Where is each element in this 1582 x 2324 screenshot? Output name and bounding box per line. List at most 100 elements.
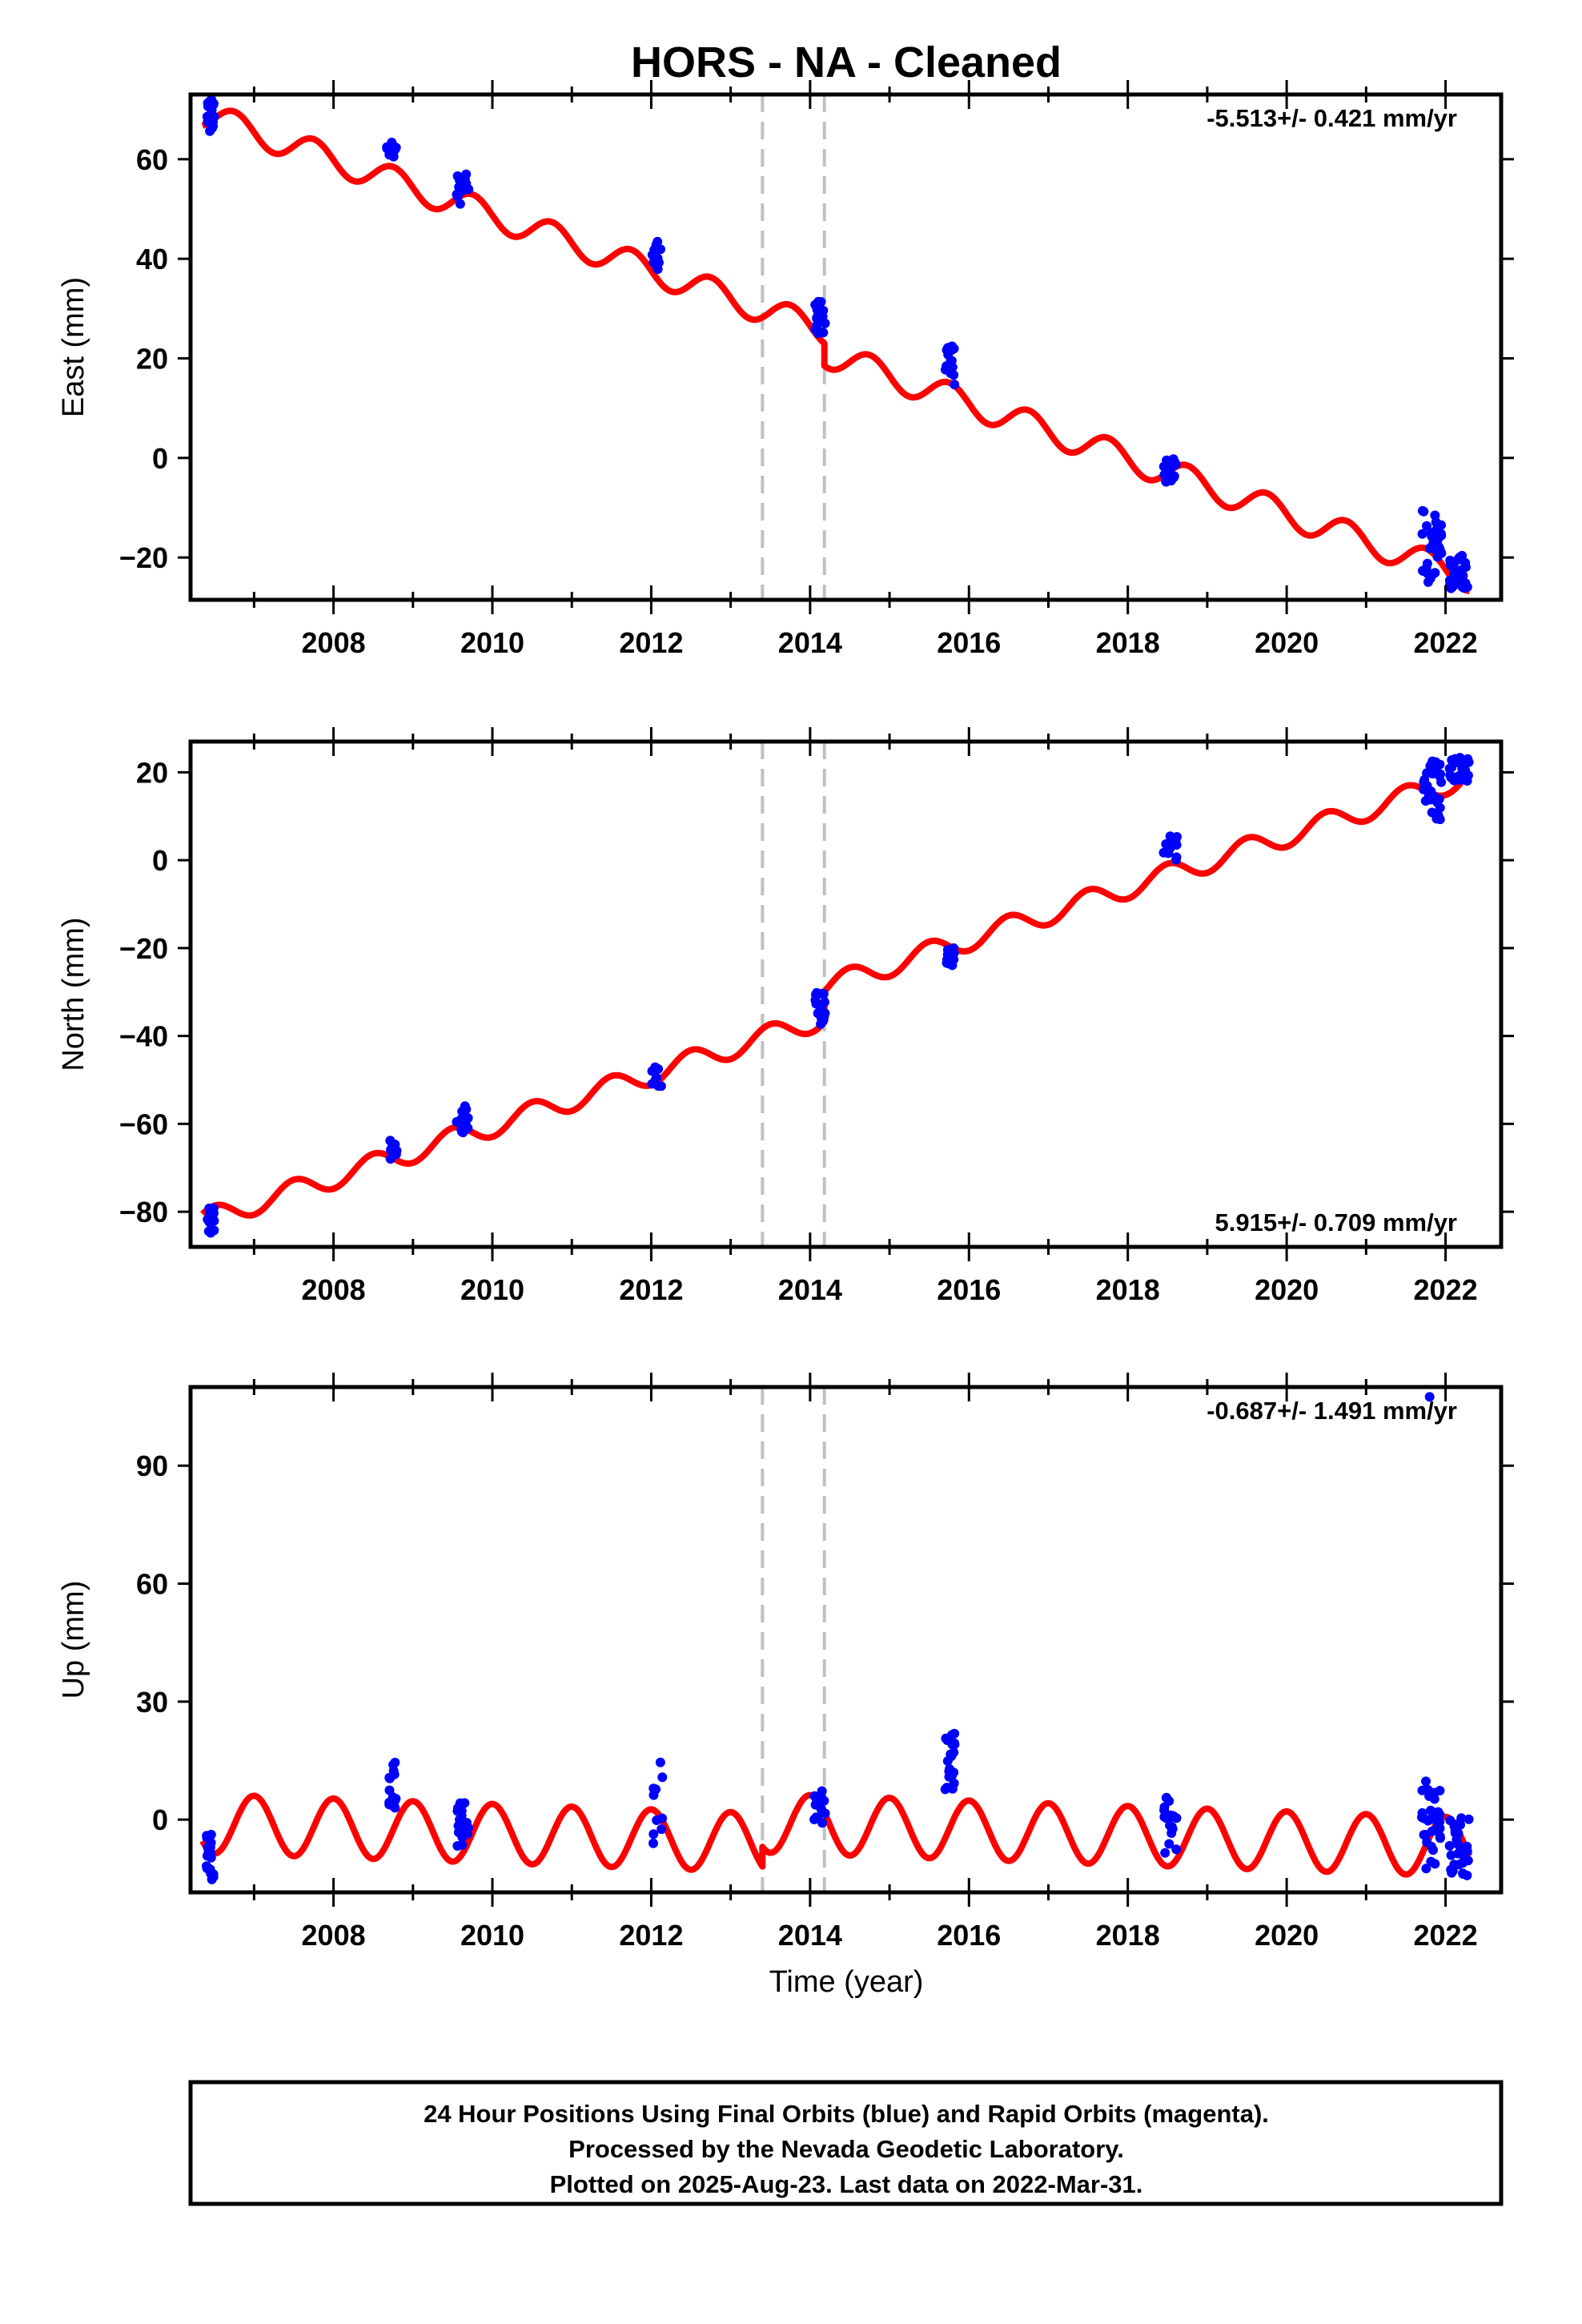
up-model-line (199, 1791, 1472, 1878)
up-data-point (1167, 1824, 1177, 1835)
east-x-tick-label: 2022 (1414, 626, 1478, 659)
up-data-point (1424, 1392, 1435, 1402)
east-data-point (1425, 573, 1435, 584)
up-data-point (387, 1792, 398, 1802)
north-data-point (1163, 848, 1174, 858)
east-data-point (1419, 506, 1429, 517)
east-data-point (1422, 521, 1431, 531)
east-x-tick-label: 2018 (1096, 626, 1160, 659)
north-x-tick-label: 2020 (1255, 1273, 1319, 1306)
up-data-point (1456, 1844, 1467, 1855)
east-rate-label: -5.513+/- 0.421 mm/yr (1207, 104, 1457, 132)
up-data-point (946, 1751, 956, 1762)
north-x-tick-label: 2016 (937, 1273, 1001, 1306)
north-data-point (1445, 770, 1456, 780)
up-data-point (384, 1799, 395, 1810)
up-data-point (1426, 1856, 1436, 1867)
east-data-point (651, 252, 661, 262)
up-x-tick-label: 2008 (302, 1919, 366, 1952)
east-data-point (651, 239, 661, 250)
north-data-point (1427, 756, 1438, 766)
north-data-point (1419, 777, 1429, 787)
north-y-tick-label: 20 (136, 756, 168, 789)
up-data-point (945, 1764, 954, 1774)
north-x-tick-label: 2018 (1096, 1273, 1160, 1306)
east-observations (202, 94, 1472, 593)
east-plot-frame (188, 92, 1504, 602)
up-data-point (657, 1772, 668, 1783)
panel-east: 2008 2010 2012 2014 2016 2018 2020 2022 −20 0 20 40… (57, 80, 1514, 659)
east-x-tick-label: 2012 (619, 626, 683, 659)
up-data-point (648, 1829, 659, 1839)
north-x-tick-label: 2022 (1414, 1273, 1478, 1306)
up-data-point (1429, 1787, 1439, 1798)
up-axis-label: Up (mm) (57, 1581, 90, 1699)
east-data-point (1460, 578, 1471, 589)
east-data-point (460, 184, 470, 195)
east-data-point (204, 114, 215, 124)
up-data-point (1447, 1866, 1458, 1876)
north-data-point (812, 987, 822, 998)
up-data-point (1435, 1809, 1445, 1819)
east-x-tick-label: 2016 (937, 626, 1001, 659)
up-data-point (1168, 1811, 1178, 1821)
up-data-point (1428, 1845, 1438, 1856)
north-data-point (1171, 852, 1182, 862)
up-data-point (1164, 1839, 1174, 1849)
north-data-point (209, 1225, 219, 1236)
up-data-point (657, 1813, 668, 1823)
east-data-point (1460, 562, 1471, 573)
up-data-point (811, 1812, 821, 1823)
up-data-point (1171, 1844, 1182, 1855)
up-data-point (817, 1786, 827, 1796)
up-data-point (655, 1757, 665, 1767)
north-data-point (1452, 772, 1463, 782)
north-plot-frame (188, 739, 1504, 1249)
up-data-point (1164, 1796, 1174, 1806)
north-data-point (1168, 838, 1178, 848)
up-data-point (460, 1798, 470, 1808)
north-data-point (816, 1004, 826, 1015)
footer-line-1: 24 Hour Positions Using Final Orbits (bl… (424, 2100, 1269, 2128)
north-observations (203, 753, 1474, 1238)
up-data-point (810, 1799, 821, 1810)
east-data-point (1436, 530, 1447, 541)
east-data-point (818, 328, 829, 338)
north-y-tick-label: −60 (119, 1108, 168, 1140)
north-x-tick-label: 2012 (619, 1273, 683, 1306)
east-model-curve (199, 107, 1472, 594)
north-data-point (1427, 769, 1438, 779)
east-data-point (205, 126, 215, 136)
up-data-point (1421, 1776, 1431, 1787)
east-break-lines (761, 94, 826, 600)
up-x-tick-label: 2022 (1414, 1919, 1478, 1952)
north-data-point (943, 959, 954, 969)
up-data-point (1462, 1870, 1472, 1880)
north-data-point (650, 1066, 660, 1076)
up-data-point (1159, 1811, 1170, 1822)
east-data-point (1419, 566, 1429, 577)
east-data-point (388, 146, 399, 156)
east-x-tick-label: 2020 (1255, 626, 1319, 659)
north-rate-label: 5.915+/- 0.709 mm/yr (1215, 1208, 1457, 1236)
east-data-point (817, 306, 828, 316)
up-data-point (1446, 1850, 1456, 1860)
up-data-point (1426, 1805, 1435, 1815)
up-data-point (1450, 1828, 1460, 1838)
up-data-point (949, 1778, 959, 1788)
footer-line-2: Processed by the Nevada Geodetic Laborat… (568, 2135, 1124, 2163)
up-data-point (950, 1738, 959, 1748)
east-data-point (1431, 517, 1441, 528)
east-data-point (1422, 558, 1432, 569)
east-data-point (1446, 577, 1456, 587)
x-axis-title: Time (year) (769, 1965, 924, 1999)
north-data-point (458, 1128, 468, 1138)
up-y-tick-label: 30 (136, 1686, 168, 1719)
east-data-point (950, 380, 960, 390)
up-data-point (463, 1823, 473, 1833)
north-axes: 2008 2010 2012 2014 2016 2018 2020 2022 −80 −60 −4… (119, 727, 1514, 1306)
up-observations (202, 1392, 1474, 1884)
east-data-point (1161, 476, 1171, 487)
north-data-point (458, 1105, 468, 1116)
